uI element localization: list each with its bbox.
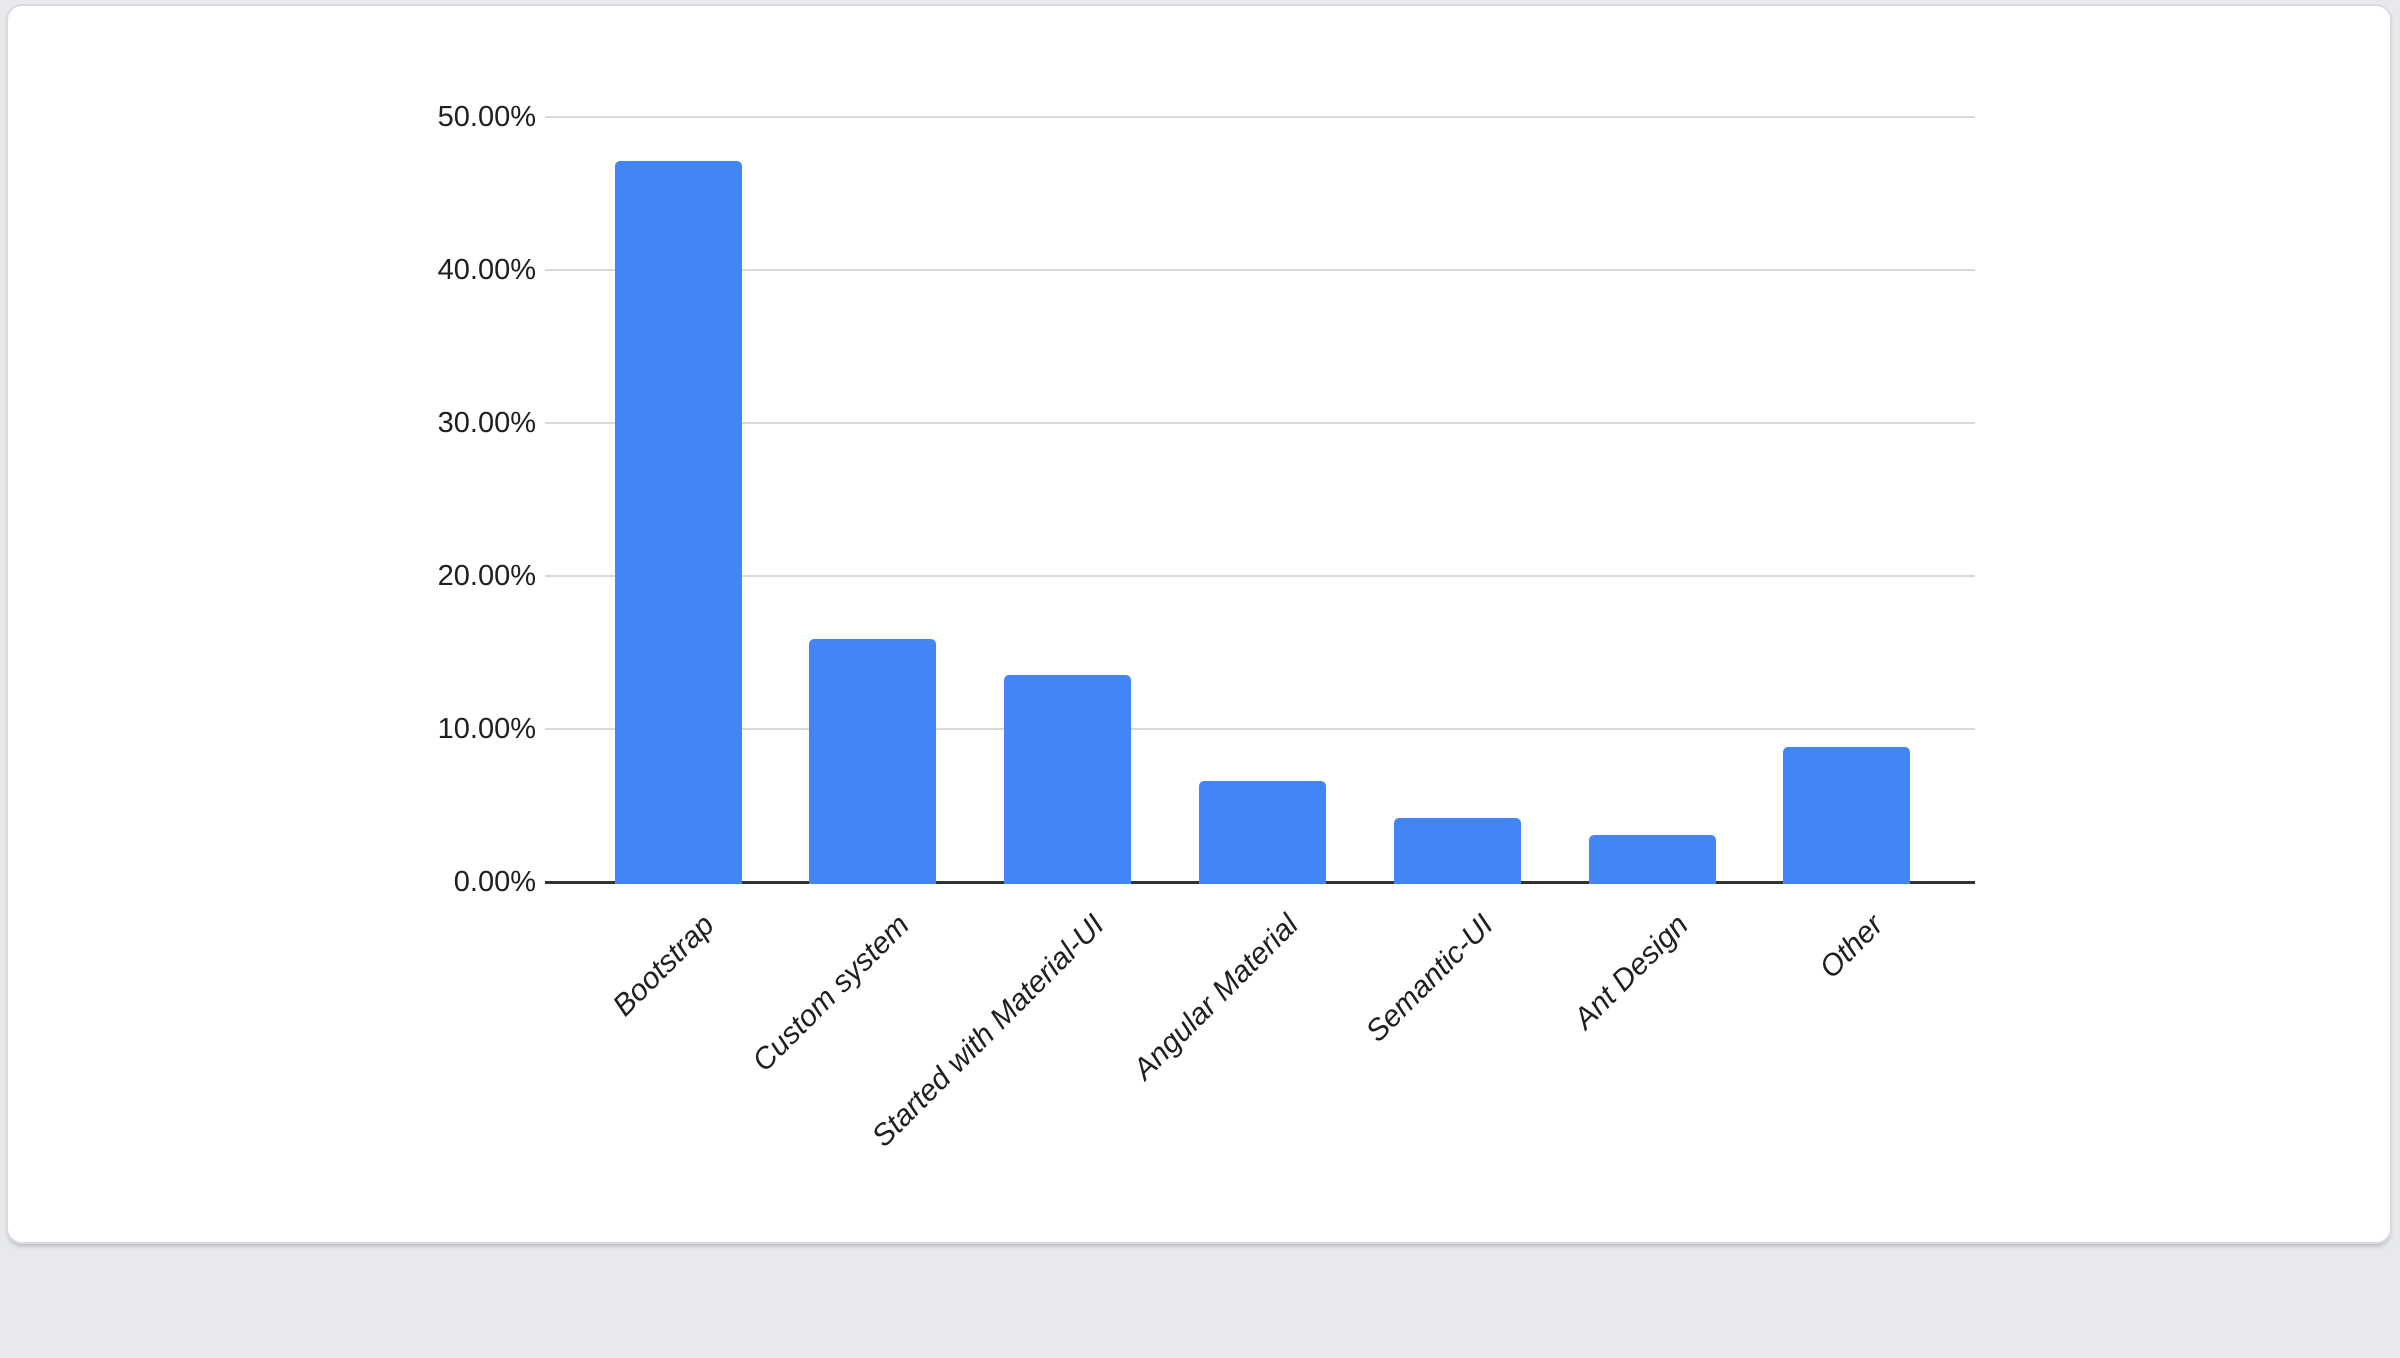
bar-angular-material[interactable] bbox=[1198, 781, 1326, 884]
x-axis-category-label: Custom system bbox=[746, 908, 916, 1078]
bar-started-with-material-ui[interactable] bbox=[1004, 675, 1132, 884]
bar-chart: 0.00% 10.00% 20.00% 30.00% 40.00% 50.00% Boots… bbox=[8, 6, 2390, 1242]
bar-bootstrap[interactable] bbox=[614, 161, 742, 884]
gridline bbox=[545, 422, 1975, 424]
gridline bbox=[545, 269, 1975, 271]
x-axis-category-label: Semantic-UI bbox=[1359, 908, 1500, 1049]
y-axis-tick-label: 0.00% bbox=[453, 866, 536, 898]
bar-semantic-ui[interactable] bbox=[1393, 818, 1521, 884]
gridline bbox=[545, 728, 1975, 730]
gridline bbox=[545, 116, 1975, 118]
bar-other[interactable] bbox=[1783, 747, 1911, 884]
y-axis-tick-label: 50.00% bbox=[437, 101, 536, 133]
x-axis-category-label: Ant Design bbox=[1567, 908, 1695, 1036]
chart-card: 0.00% 10.00% 20.00% 30.00% 40.00% 50.00% Boots… bbox=[6, 4, 2392, 1244]
x-axis-category-label: Angular Material bbox=[1127, 908, 1306, 1087]
y-axis-tick-label: 30.00% bbox=[437, 407, 536, 439]
bar-ant-design[interactable] bbox=[1588, 835, 1716, 884]
y-axis-tick-label: 10.00% bbox=[437, 713, 536, 745]
x-axis-category-label: Bootstrap bbox=[606, 908, 721, 1023]
x-axis-category-label: Started with Material-UI bbox=[865, 908, 1111, 1154]
gridline bbox=[545, 575, 1975, 577]
x-axis-category-label: Other bbox=[1813, 908, 1890, 985]
bar-custom-system[interactable] bbox=[809, 639, 937, 884]
y-axis-tick-label: 20.00% bbox=[437, 560, 536, 592]
y-axis-tick-label: 40.00% bbox=[437, 254, 536, 286]
